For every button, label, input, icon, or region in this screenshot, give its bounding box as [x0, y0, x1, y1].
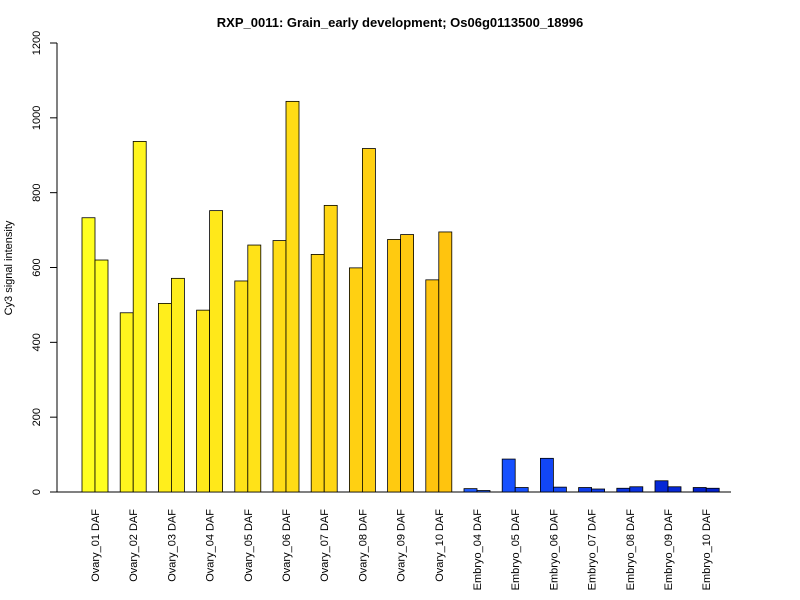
x-tick-label: Ovary_09 DAF: [396, 509, 408, 582]
bar-ovary-09-daf-rep1: [387, 239, 402, 493]
x-tick-label: Embryo_10 DAF: [701, 509, 713, 591]
bar-ovary-01-daf-rep1: [81, 217, 96, 493]
bar-embryo-08-daf-rep1: [616, 487, 631, 493]
bar-embryo-10-daf-rep1: [692, 487, 707, 493]
bar-ovary-10-daf-rep1: [425, 279, 440, 493]
x-tick-label: Embryo_07 DAF: [587, 509, 599, 591]
y-tick-label: 600: [31, 258, 43, 276]
x-tick-label: Ovary_01 DAF: [90, 509, 102, 582]
bar-ovary-02-daf-rep2: [132, 141, 147, 493]
bar-ovary-06-daf-rep2: [285, 100, 300, 493]
bar-embryo-06-daf-rep2: [553, 486, 567, 493]
bar-ovary-10-daf-rep2: [438, 231, 453, 493]
x-tick-label: Embryo_06 DAF: [548, 509, 560, 591]
x-tick-label: Ovary_02 DAF: [128, 509, 140, 582]
y-tick-label: 1000: [31, 106, 43, 130]
bar-ovary-07-daf-rep1: [310, 254, 325, 493]
x-tick-label: Ovary_05 DAF: [243, 509, 255, 582]
bar-ovary-03-daf-rep1: [157, 303, 172, 493]
bar-embryo-10-daf-rep2: [705, 487, 720, 493]
bar-ovary-08-daf-rep2: [361, 148, 376, 493]
bar-ovary-04-daf-rep2: [209, 210, 224, 493]
y-tick-label: 0: [31, 489, 43, 495]
bar-embryo-05-daf-rep1: [501, 458, 516, 493]
bar-ovary-03-daf-rep2: [170, 277, 185, 493]
y-tick-label: 800: [31, 183, 43, 201]
bars: [81, 100, 720, 493]
y-tick-label: 400: [31, 333, 43, 351]
x-tick-labels: Ovary_01 DAF Ovary_02 DAF Ovary_03 DAF Ovar…: [90, 509, 713, 591]
bar-embryo-04-daf-rep1: [463, 488, 478, 493]
bar-embryo-04-daf-rep2: [476, 490, 491, 493]
bar-embryo-06-daf-rep1: [540, 457, 554, 493]
bar-ovary-07-daf-rep2: [323, 204, 338, 493]
x-tick-label: Ovary_04 DAF: [205, 509, 217, 582]
bar-ovary-05-daf-rep1: [234, 280, 249, 493]
x-tick-label: Embryo_09 DAF: [663, 509, 675, 591]
x-tick-label: Embryo_08 DAF: [625, 509, 637, 591]
x-tick-label: Ovary_10 DAF: [434, 509, 446, 582]
bar-ovary-05-daf-rep2: [247, 244, 262, 493]
y-tick-label: 1200: [31, 31, 43, 55]
x-tick-label: Embryo_04 DAF: [472, 509, 484, 591]
bar-embryo-07-daf-rep2: [591, 488, 605, 493]
bar-ovary-02-daf-rep1: [119, 312, 134, 493]
bar-embryo-09-daf-rep1: [654, 480, 669, 493]
bar-ovary-08-daf-rep1: [348, 267, 363, 493]
bar-ovary-01-daf-rep2: [94, 259, 109, 493]
y-tick-label: 200: [31, 408, 43, 426]
bar-ovary-09-daf-rep2: [400, 234, 415, 493]
bar-embryo-08-daf-rep2: [629, 486, 644, 493]
bar-embryo-09-daf-rep2: [667, 486, 682, 493]
x-tick-label: Ovary_08 DAF: [357, 509, 369, 582]
x-tick-label: Embryo_05 DAF: [510, 509, 522, 591]
chart-title: RXP_0011: Grain_early development; Os06g…: [217, 15, 583, 30]
bar-embryo-07-daf-rep1: [578, 487, 592, 493]
x-tick-label: Ovary_07 DAF: [319, 509, 331, 582]
x-tick-label: Ovary_06 DAF: [281, 509, 293, 582]
bar-embryo-05-daf-rep2: [514, 487, 529, 493]
x-tick-label: Ovary_03 DAF: [166, 509, 178, 582]
bar-ovary-04-daf-rep1: [196, 309, 211, 493]
bar-ovary-06-daf-rep1: [272, 240, 287, 493]
y-axis-label: Cy3 signal intensity: [3, 220, 15, 315]
